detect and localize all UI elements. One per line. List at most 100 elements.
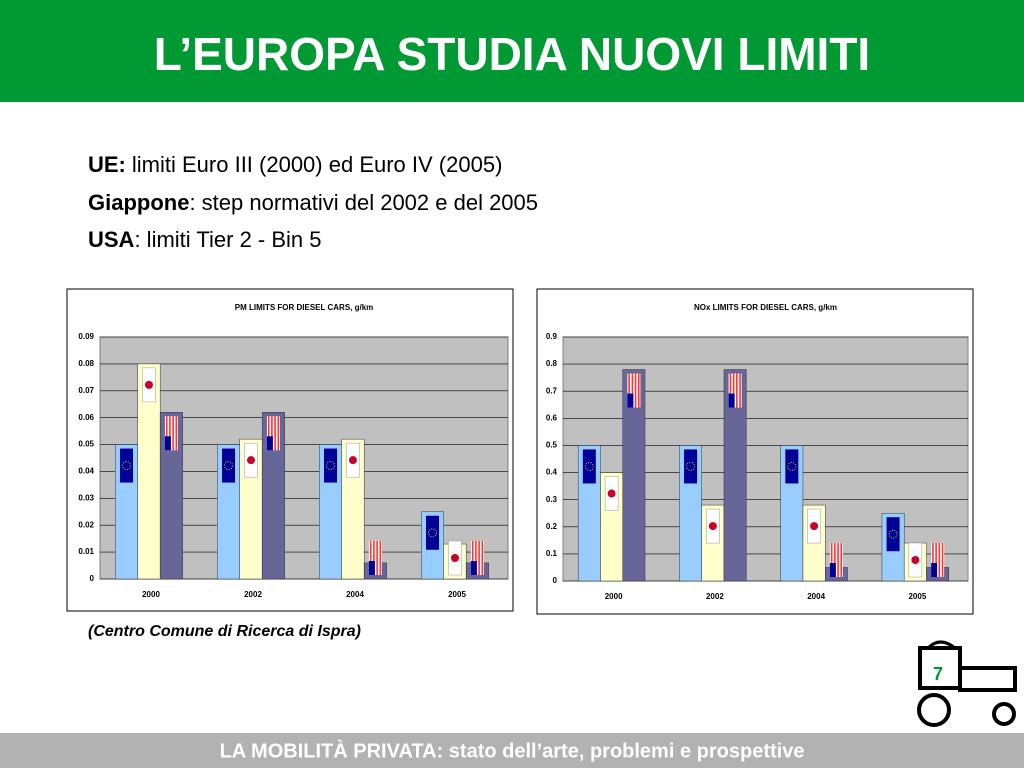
y-tick-label: 0.8 <box>546 359 558 368</box>
eu-flag-stars <box>224 461 234 471</box>
chart-title: NOx LIMITS FOR DIESEL CARS, g/km <box>694 303 837 312</box>
us-flag-stripe <box>631 373 634 408</box>
eu-flag-stars <box>686 461 696 471</box>
eu-flag-stars <box>787 461 797 471</box>
eu-flag <box>426 515 440 550</box>
eu-flag <box>222 448 236 483</box>
jp-flag-dot <box>144 380 153 389</box>
bar <box>261 412 285 580</box>
jp-flag-dot <box>911 556 920 564</box>
eu-flag-stars <box>122 461 132 471</box>
bar <box>159 412 183 580</box>
us-flag-stripe <box>628 373 630 408</box>
x-tick-label: 2000 <box>142 590 160 599</box>
eu-flag <box>582 449 596 484</box>
y-tick-label: 0.04 <box>78 467 94 476</box>
x-tick-label: 2002 <box>244 590 262 599</box>
y-tick-label: 0.3 <box>546 495 558 504</box>
eu-flag <box>785 449 799 484</box>
us-flag-stripe <box>830 543 833 577</box>
bullet-key: USA <box>88 227 135 252</box>
y-tick-label: 0.5 <box>546 441 558 450</box>
y-tick-label: 0.7 <box>546 386 558 395</box>
jp-flag-dot <box>246 456 255 465</box>
y-tick-label: 0.01 <box>78 547 94 556</box>
us-flag-canton <box>266 436 273 451</box>
us-flag-canton <box>728 393 735 408</box>
tractor-icon <box>917 640 1017 727</box>
x-tick-label: 2004 <box>807 592 825 601</box>
y-tick-label: 0.02 <box>78 520 94 529</box>
us-flag-stripe <box>941 543 944 577</box>
us-flag-stripe <box>736 373 738 408</box>
chart-title: PM LIMITS FOR DIESEL CARS, g/km <box>235 303 374 312</box>
jp-flag-dot <box>450 554 459 562</box>
bullet-line: USA: limiti Tier 2 - Bin 5 <box>88 227 322 252</box>
chart: NOx LIMITS FOR DIESEL CARS, g/km 0 0.1 0.2 0… <box>536 288 974 615</box>
jp-flag-dot <box>348 456 357 465</box>
us-flag-stripe <box>938 543 941 577</box>
us-flag-stripe <box>834 543 836 577</box>
us-flag-stripe <box>376 541 378 575</box>
us-flag-stripe <box>379 541 382 575</box>
x-tick-label: 2000 <box>605 592 623 601</box>
bullet-line: Giappone: step normativi del 2002 e del … <box>88 190 538 215</box>
y-tick-label: 0.08 <box>78 359 94 368</box>
y-tick-label: 0.09 <box>78 332 94 341</box>
us-flag-stripe <box>369 541 372 575</box>
eu-flag <box>886 517 900 552</box>
us-flag-stripe <box>481 541 484 575</box>
bullet-text: : step normativi del 2002 e del 2005 <box>189 190 538 215</box>
us-flag-canton <box>829 563 836 577</box>
eu-flag <box>684 449 698 484</box>
y-tick-label: 0.6 <box>546 413 558 422</box>
eu-flag-stars <box>326 461 336 471</box>
y-tick-label: 0.4 <box>546 468 558 477</box>
header-bar <box>0 0 1024 102</box>
y-tick-label: 0 <box>90 574 95 583</box>
us-flag-stripe <box>172 416 174 451</box>
y-tick-label: 0.9 <box>546 332 558 341</box>
y-tick-label: 0.03 <box>78 493 94 502</box>
bullet-key: UE: <box>88 152 126 177</box>
bar <box>723 369 747 582</box>
eu-flag-stars <box>888 529 898 539</box>
us-flag-stripe <box>935 543 937 577</box>
footer-text: LA MOBILITÀ PRIVATA: stato dell’arte, pr… <box>220 739 805 762</box>
y-tick-label: 0.06 <box>78 413 94 422</box>
us-flag-stripe <box>475 541 477 575</box>
us-flag-stripe <box>932 543 934 577</box>
us-flag-stripe <box>471 541 474 575</box>
x-tick-label: 2005 <box>448 590 466 599</box>
us-flag-canton <box>368 561 375 575</box>
footer-bar <box>0 733 1024 768</box>
us-flag-canton <box>470 561 477 575</box>
jp-flag-dot <box>810 522 819 531</box>
bullet-line: UE: limiti Euro III (2000) ed Euro IV (20… <box>88 152 502 177</box>
bullet-key: Giappone <box>88 190 189 215</box>
us-flag-stripe <box>267 416 270 451</box>
page-number: 7 <box>933 664 943 684</box>
us-flag-stripe <box>634 373 637 408</box>
us-flag-stripe <box>373 541 375 575</box>
slide-title: L’EUROPA STUDIA NUOVI LIMITI <box>154 28 870 80</box>
us-flag-canton <box>627 393 634 408</box>
us-flag-stripe <box>277 416 280 451</box>
y-tick-label: 0.1 <box>546 549 558 558</box>
us-flag-stripe <box>274 416 276 451</box>
us-flag-stripe <box>175 416 178 451</box>
us-flag-stripe <box>840 543 843 577</box>
us-flag-stripe <box>729 373 732 408</box>
bullet-text: : limiti Tier 2 - Bin 5 <box>134 227 321 252</box>
eu-flag-stars <box>584 461 594 471</box>
us-flag-stripe <box>478 541 480 575</box>
us-flag-stripe <box>837 543 839 577</box>
jp-flag-dot <box>708 522 717 531</box>
bullet-text: limiti Euro III (2000) ed Euro IV (2005) <box>132 152 503 177</box>
x-tick-label: 2004 <box>346 590 364 599</box>
eu-flag-stars <box>428 528 438 538</box>
eu-flag <box>324 448 338 483</box>
us-flag-stripe <box>732 373 735 408</box>
x-tick-label: 2002 <box>706 592 724 601</box>
